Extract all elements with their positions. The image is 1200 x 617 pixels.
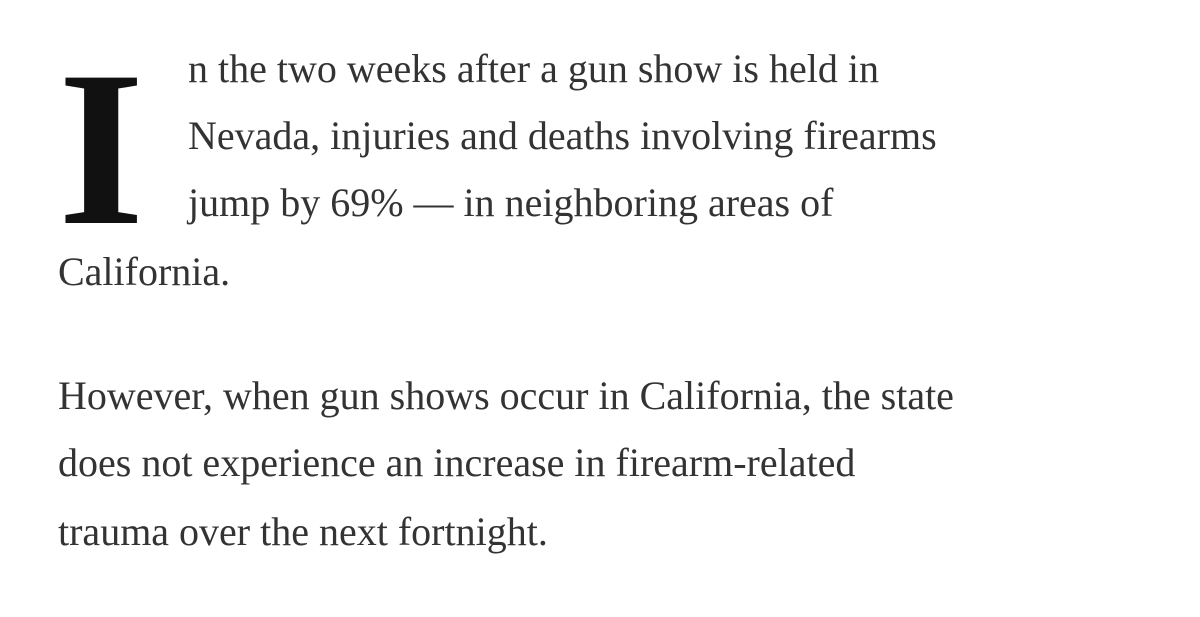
drop-cap: I — [58, 26, 145, 272]
paragraph-2-line: trauma over the next fortnight. — [58, 509, 548, 554]
paragraph-1-line: California. — [58, 249, 231, 294]
paragraph-1-line: jump by 69% — in neighboring areas of — [188, 180, 834, 225]
paragraph-2-line: does not experience an increase in firea… — [58, 440, 856, 485]
paragraph-2-line: However, when gun shows occur in Califor… — [58, 373, 954, 418]
paragraph-1-line: Nevada, injuries and deaths involving fi… — [188, 113, 937, 158]
paragraph-1-line: n the two weeks after a gun show is held… — [188, 46, 879, 91]
